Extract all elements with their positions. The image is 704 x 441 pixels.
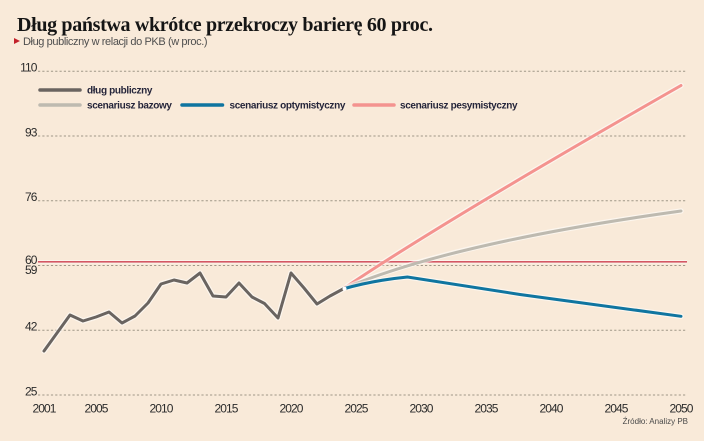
svg-text:2005: 2005 bbox=[84, 402, 108, 416]
svg-text:2020: 2020 bbox=[279, 402, 303, 416]
svg-text:25: 25 bbox=[25, 384, 38, 398]
svg-text:76: 76 bbox=[25, 190, 38, 204]
svg-text:2030: 2030 bbox=[409, 402, 433, 416]
svg-text:42: 42 bbox=[25, 320, 38, 334]
svg-text:scenariusz bazowy: scenariusz bazowy bbox=[87, 101, 172, 112]
svg-text:scenariusz pesymistyczny: scenariusz pesymistyczny bbox=[400, 101, 518, 112]
svg-text:59: 59 bbox=[25, 263, 38, 277]
svg-text:scenariusz optymistyczny: scenariusz optymistyczny bbox=[230, 101, 346, 112]
svg-text:2001: 2001 bbox=[32, 402, 56, 416]
svg-text:110: 110 bbox=[20, 61, 38, 75]
svg-text:2015: 2015 bbox=[214, 402, 238, 416]
svg-text:2050: 2050 bbox=[669, 402, 693, 416]
svg-text:Źródło: Analizy PB: Źródło: Analizy PB bbox=[623, 417, 688, 426]
svg-text:2025: 2025 bbox=[344, 402, 368, 416]
svg-text:2040: 2040 bbox=[539, 402, 563, 416]
svg-text:93: 93 bbox=[25, 125, 38, 139]
svg-text:60: 60 bbox=[25, 253, 38, 267]
svg-text:dług publiczny: dług publiczny bbox=[87, 86, 153, 97]
svg-text:2045: 2045 bbox=[604, 402, 628, 416]
svg-text:2010: 2010 bbox=[149, 402, 173, 416]
svg-text:2035: 2035 bbox=[474, 402, 498, 416]
